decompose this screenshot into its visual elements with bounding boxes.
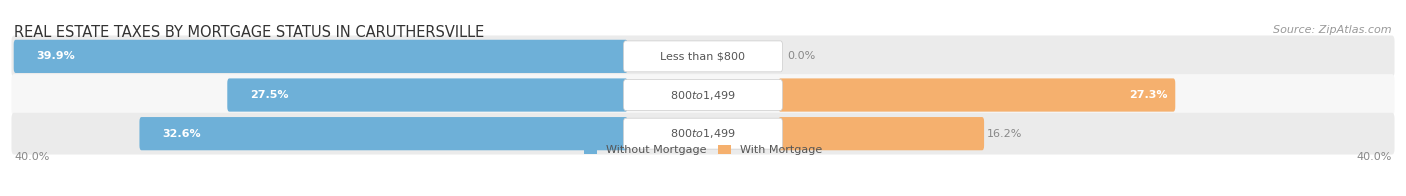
FancyBboxPatch shape [617,83,627,107]
FancyBboxPatch shape [623,118,783,149]
FancyBboxPatch shape [623,41,783,72]
Text: Less than $800: Less than $800 [661,51,745,61]
Text: $800 to $1,499: $800 to $1,499 [671,127,735,140]
Text: 27.5%: 27.5% [250,90,288,100]
Text: 0.0%: 0.0% [787,51,815,61]
Text: 16.2%: 16.2% [987,129,1022,139]
FancyBboxPatch shape [11,74,1395,116]
FancyBboxPatch shape [779,117,984,150]
Text: 27.3%: 27.3% [1129,90,1168,100]
Text: REAL ESTATE TAXES BY MORTGAGE STATUS IN CARUTHERSVILLE: REAL ESTATE TAXES BY MORTGAGE STATUS IN … [14,25,484,40]
FancyBboxPatch shape [779,83,789,107]
FancyBboxPatch shape [139,117,627,150]
FancyBboxPatch shape [779,122,789,146]
FancyBboxPatch shape [11,35,1395,77]
Text: Source: ZipAtlas.com: Source: ZipAtlas.com [1274,25,1392,35]
Text: 39.9%: 39.9% [37,51,75,61]
FancyBboxPatch shape [779,78,1175,112]
Legend: Without Mortgage, With Mortgage: Without Mortgage, With Mortgage [583,145,823,155]
Text: 32.6%: 32.6% [162,129,201,139]
Text: 40.0%: 40.0% [14,152,49,162]
FancyBboxPatch shape [623,80,783,111]
FancyBboxPatch shape [11,113,1395,154]
FancyBboxPatch shape [617,44,627,68]
FancyBboxPatch shape [228,78,627,112]
Text: $800 to $1,499: $800 to $1,499 [671,89,735,102]
FancyBboxPatch shape [14,40,627,73]
Text: 40.0%: 40.0% [1357,152,1392,162]
FancyBboxPatch shape [617,122,627,146]
